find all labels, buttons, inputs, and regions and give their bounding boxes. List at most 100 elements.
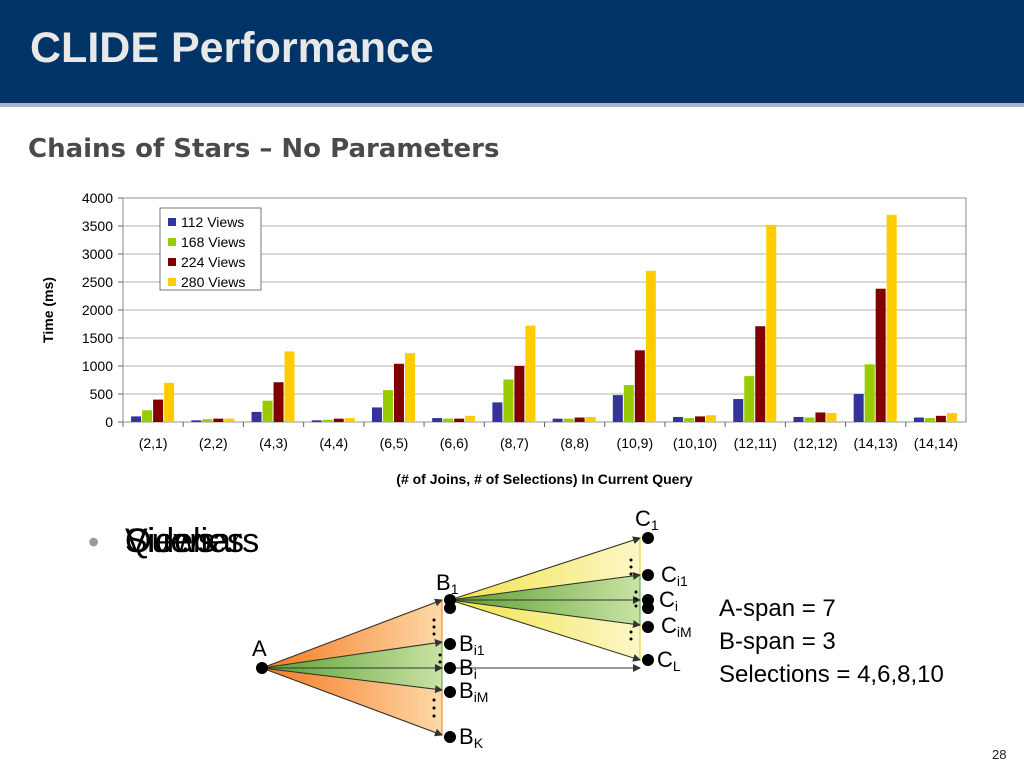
legend — [159, 207, 262, 291]
x-tick-label: (12,12) — [793, 435, 837, 451]
x-tick-label: (6,5) — [380, 435, 409, 451]
bar-224-views — [815, 412, 826, 422]
y-tick-label: 1500 — [82, 330, 113, 346]
bar-224-views — [695, 416, 706, 422]
bar-112-views — [432, 418, 443, 422]
label-bK: BK — [459, 724, 484, 751]
bar-280-views — [585, 416, 596, 422]
node-ci1 — [642, 569, 654, 581]
bar-224-views — [755, 326, 766, 422]
bar-280-views — [946, 413, 957, 422]
star-b-middle-fan — [449, 574, 641, 626]
bar-112-views — [913, 417, 924, 422]
legend-swatch — [168, 258, 176, 266]
node-a — [256, 662, 268, 674]
node-b1 — [444, 594, 456, 606]
bar-224-views — [153, 399, 164, 422]
edge-a-biM — [261, 667, 443, 694]
bar-112-views — [552, 418, 563, 422]
star-a-lower-fan — [261, 667, 443, 736]
node-cL — [642, 654, 654, 666]
label-ci: Ci — [659, 587, 678, 614]
stat-b-span: B-span = 3 — [719, 628, 836, 655]
bar-224-views — [935, 415, 946, 422]
bar-168-views — [684, 418, 695, 422]
bar-168-views — [864, 364, 875, 422]
bar-224-views — [273, 382, 284, 422]
edge-a-bK — [261, 667, 443, 737]
x-tick-label: (2,2) — [199, 435, 228, 451]
bar-168-views — [443, 418, 454, 422]
star-b-upper-fan — [449, 537, 641, 601]
x-tick-label: (10,9) — [617, 435, 654, 451]
bar-280-views — [224, 418, 235, 422]
label-ciM: CiM — [661, 613, 692, 640]
bullet-text-sidebars: Sidebars — [125, 522, 260, 560]
legend-swatch — [168, 278, 176, 286]
bar-112-views — [492, 402, 503, 422]
label-bi1: Bi1 — [459, 631, 485, 658]
x-tick-label: (4,3) — [259, 435, 288, 451]
edge-b1-c1 — [449, 536, 641, 601]
bar-168-views — [322, 419, 333, 422]
bar-224-views — [333, 418, 344, 422]
bar-112-views — [793, 416, 804, 422]
bullet-icon: • — [88, 524, 100, 560]
legend-swatch — [168, 238, 176, 246]
stat-a-span: A-span = 7 — [719, 595, 836, 622]
legend-label: 280 Views — [181, 274, 245, 290]
bar-280-views — [404, 353, 415, 422]
bar-224-views — [634, 350, 645, 422]
page-title: CLIDE Performance — [30, 24, 434, 72]
x-tick-label: (14,13) — [853, 435, 897, 451]
title-bar — [0, 0, 1024, 103]
x-tick-label: (14,14) — [914, 435, 958, 451]
label-biM: BiM — [459, 678, 488, 705]
stat-selections: Selections = 4,6,8,10 — [719, 661, 944, 688]
bar-168-views — [804, 417, 815, 422]
x-tick-label: (4,4) — [319, 435, 348, 451]
bar-224-views — [213, 418, 224, 422]
bar-168-views — [563, 418, 574, 422]
y-tick-label: 2000 — [82, 302, 113, 318]
bar-224-views — [514, 366, 525, 422]
bar-168-views — [623, 385, 634, 422]
bar-112-views — [311, 420, 322, 422]
edge-a-bi1 — [261, 639, 443, 669]
bullet-text-views: Views — [125, 522, 216, 560]
node-ciM — [642, 621, 654, 633]
legend-label: 112 Views — [181, 214, 244, 230]
y-tick-label: 3000 — [82, 246, 113, 262]
x-tick-label: (12,11) — [734, 435, 777, 451]
bar-280-views — [645, 270, 656, 422]
label-ci1: Ci1 — [661, 562, 688, 589]
title-underline — [0, 103, 1024, 107]
legend-label: 168 Views — [181, 234, 245, 250]
label-b1: B1 — [436, 570, 459, 597]
edge-b1-ciM — [449, 599, 641, 629]
label-cL: CL — [657, 647, 681, 674]
x-tick-label: (8,7) — [500, 435, 529, 451]
bar-112-views — [673, 416, 684, 422]
bar-280-views — [886, 214, 897, 422]
bar-112-views — [612, 395, 623, 422]
edge-b1-ci1 — [449, 571, 641, 601]
bar-168-views — [142, 410, 153, 422]
bar-224-views — [393, 363, 404, 422]
y-tick-label: 1000 — [82, 358, 113, 374]
bar-112-views — [853, 394, 864, 422]
node-ci — [642, 594, 654, 606]
y-tick-label: 0 — [105, 414, 113, 430]
bar-280-views — [344, 418, 355, 422]
bar-280-views — [465, 415, 476, 422]
legend-label: 224 Views — [181, 254, 245, 270]
bar-280-views — [284, 351, 295, 422]
y-tick-label: 2500 — [82, 274, 113, 290]
bar-224-views — [454, 418, 465, 422]
bar-112-views — [251, 411, 262, 422]
legend-swatch — [168, 218, 176, 226]
x-tick-label: (2,1) — [139, 435, 168, 451]
star-b-lower-fan — [449, 599, 641, 661]
node-bi1 — [444, 638, 456, 650]
bar-280-views — [706, 415, 717, 422]
